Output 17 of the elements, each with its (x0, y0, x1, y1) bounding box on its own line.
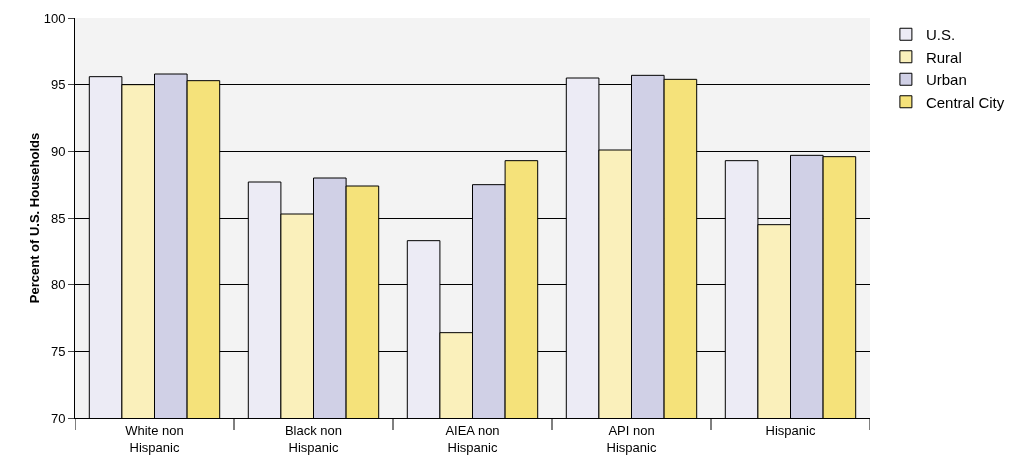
legend-label: Central City (925, 93, 1005, 111)
x-tick-label: Hispanic (765, 422, 816, 438)
y-tick-label: 90 (50, 143, 66, 159)
y-tick-label: 80 (50, 277, 66, 293)
y-tick-label: 95 (50, 77, 66, 93)
y-tick-label: 85 (50, 210, 66, 226)
legend-label: U.S. (925, 26, 956, 44)
x-tick-label: API non Hispanic (606, 422, 657, 455)
y-axis-title: Percent of U.S. Households (27, 132, 42, 304)
x-tick-label: AIEA non Hispanic (445, 422, 500, 455)
x-tick-label: Black non Hispanic (284, 422, 343, 455)
y-tick-label: 100 (43, 10, 66, 26)
y-tick-label: 75 (50, 343, 66, 359)
x-tick-label: White non Hispanic (125, 422, 184, 455)
legend-label: Urban (925, 71, 967, 89)
y-tick-label: 70 (50, 410, 66, 426)
legend-label: Rural (925, 48, 962, 66)
